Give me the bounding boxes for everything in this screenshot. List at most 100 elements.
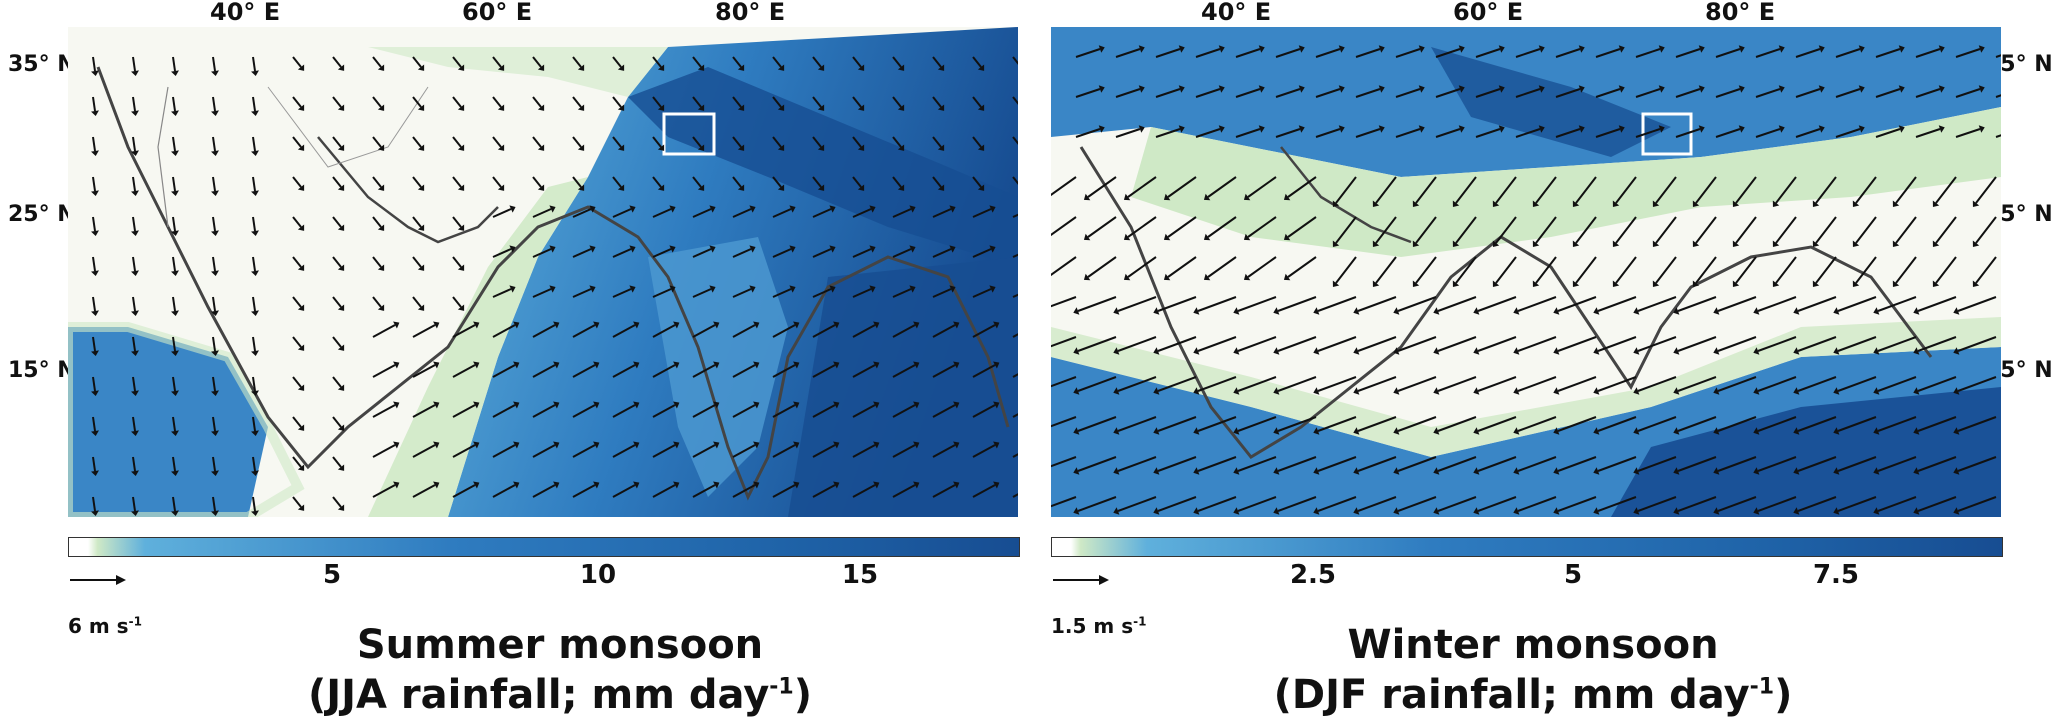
wind-vector-arrowhead (1113, 507, 1120, 515)
wind-vector-arrow (212, 456, 216, 472)
wind-vector-arrow (1717, 496, 1757, 512)
wind-vector-arrow (1517, 416, 1557, 432)
winter-subtitle: (DJF rainfall; mm day-1) (1273, 672, 1793, 718)
wind-vector-arrowhead (537, 104, 545, 111)
wind-vector-arrowhead (873, 361, 880, 369)
wind-vector-arrow (572, 208, 592, 218)
wind-vector-arrow (1855, 216, 1877, 244)
wind-vector-arrow (892, 288, 912, 298)
wind-vector-arrowhead (977, 64, 985, 71)
wind-vector-arrowhead (1658, 45, 1665, 53)
wind-vector-arrowhead (669, 245, 676, 253)
wind-vector-arrow (1597, 296, 1637, 312)
wind-vector-arrow (1235, 88, 1261, 98)
wind-vector-arrow (1917, 456, 1957, 472)
wind-vector-arrow (812, 364, 836, 378)
wind-vector-arrow (1287, 176, 1317, 198)
light-rain-band (368, 177, 588, 517)
wind-vector-arrowhead (1138, 85, 1145, 93)
wind-vector-arrowhead (713, 401, 720, 409)
wind-vector-arrowhead (1412, 240, 1420, 247)
wind-vector-arrowhead (171, 190, 179, 196)
wind-vector-arrowhead (1538, 85, 1545, 93)
winter-wind-vectors (1051, 45, 2001, 515)
wind-vector-arrowhead (857, 104, 865, 111)
wind-vector-arrow (1437, 296, 1477, 312)
wind-vector-arrow (972, 96, 982, 108)
wind-vector-arrow (1757, 496, 1797, 512)
wind-vector-arrowhead (457, 104, 465, 111)
wind-vector-arrow (1957, 376, 1997, 392)
wind-vector-arrow (332, 56, 342, 68)
wind-vector-arrowhead (593, 441, 600, 449)
wind-vector-arrowhead (1652, 200, 1660, 207)
wind-vector-arrow (1315, 48, 1341, 58)
wind-vector-arrowhead (833, 321, 840, 329)
wind-vector-arrow (1012, 413, 1018, 418)
wind-vector-arrow (612, 484, 636, 498)
wind-vector-arrow (1755, 88, 1781, 98)
wind-vector-arrowhead (657, 184, 665, 191)
wind-vector-arrowhead (1083, 273, 1091, 281)
wind-vector-arrowhead (1313, 347, 1320, 355)
wind-vector-arrowhead (909, 285, 916, 293)
wind-vector-arrowhead (937, 144, 945, 151)
wind-vector-arrowhead (1633, 467, 1640, 475)
wind-vector-arrowhead (1852, 280, 1860, 287)
wind-vector-arrow (212, 256, 216, 272)
wind-vector-arrowhead (593, 401, 600, 409)
wind-vector-arrow (1517, 296, 1557, 312)
wind-vector-arrowhead (1412, 200, 1420, 207)
wind-vector-arrowhead (131, 70, 139, 76)
wind-vector-arrow (1955, 48, 1981, 58)
wind-vector-arrowhead (1873, 347, 1880, 355)
wind-vector-arrowhead (473, 361, 480, 369)
winter-map-svg (1051, 27, 2001, 517)
wind-vector-arrow (1995, 94, 2001, 98)
wind-vector-arrow (412, 136, 422, 148)
wind-vector-arrowhead (1513, 347, 1520, 355)
wind-vector-arrowhead (513, 481, 520, 489)
wind-vector-arrow (1455, 216, 1477, 244)
wind-vector-arrow (212, 56, 216, 72)
wind-vector-arrowhead (1353, 507, 1360, 515)
wind-vector-arrowhead (497, 64, 505, 71)
wind-vector-arrowhead (1178, 125, 1185, 133)
wind-vector-arrowhead (1572, 200, 1580, 207)
wind-vector-arrow (212, 96, 216, 112)
wind-vector-arrow (932, 56, 942, 68)
reference-arrow-icon (1053, 575, 1109, 585)
wind-vector-arrowhead (737, 104, 745, 111)
wind-vector-arrow (1237, 496, 1277, 512)
wind-vector-arrow (1855, 176, 1877, 204)
wind-vector-arrowhead (211, 70, 219, 76)
wind-vector-arrowhead (1673, 427, 1680, 435)
wind-vector-arrowhead (1193, 387, 1200, 395)
wind-vector-arrowhead (953, 401, 960, 409)
wind-vector-arrow (1051, 296, 1077, 308)
wind-vector-arrowhead (1858, 45, 1865, 53)
wind-vector-arrowhead (1418, 85, 1425, 93)
wind-vector-arrowhead (1978, 125, 1985, 133)
wind-vector-arrowhead (1332, 240, 1340, 247)
wind-vector-arrow (492, 404, 516, 418)
wind-vector-arrowhead (1353, 347, 1360, 355)
wind-vector-arrow (892, 56, 902, 68)
wind-vector-arrowhead (297, 424, 305, 431)
wind-vector-arrowhead (857, 64, 865, 71)
wind-vector-arrow (1437, 416, 1477, 432)
wind-vector-arrow (132, 336, 136, 352)
wind-vector-arrowhead (1578, 45, 1585, 53)
wind-vector-arrowhead (1273, 427, 1280, 435)
wind-vector-arrowhead (869, 205, 876, 213)
wind-vector-arrowhead (1083, 193, 1091, 201)
wind-vector-arrow (332, 376, 342, 388)
wind-vector-arrowhead (793, 441, 800, 449)
wind-vector-arrowhead (1393, 427, 1400, 435)
wind-vector-arrow (292, 136, 302, 148)
wind-vector-arrowhead (1772, 280, 1780, 287)
wind-vector-arrow (212, 296, 216, 312)
wind-vector-arrowhead (393, 401, 400, 409)
colorbar-tick: 7.5 (1812, 560, 1860, 590)
wind-vector-arrow (652, 484, 676, 498)
